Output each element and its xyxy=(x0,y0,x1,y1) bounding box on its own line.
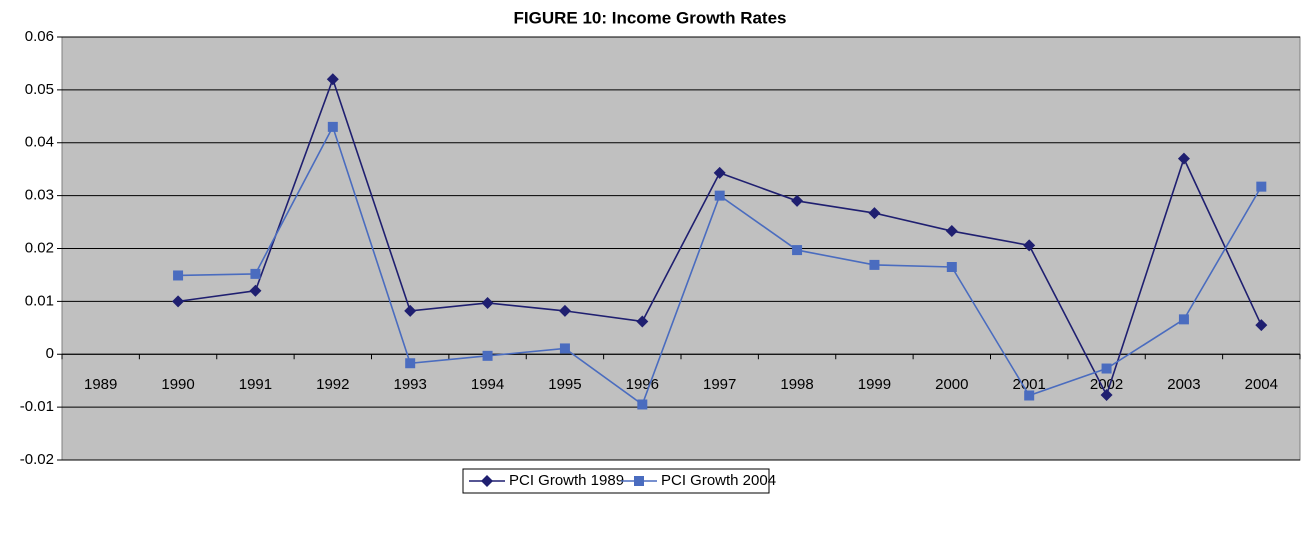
x-tick-label: 2004 xyxy=(1245,376,1278,393)
marker xyxy=(868,207,881,220)
marker xyxy=(1101,363,1112,374)
marker xyxy=(637,399,648,410)
x-tick-label: 1994 xyxy=(471,376,504,393)
x-tick-label: 1997 xyxy=(703,376,736,393)
marker xyxy=(945,225,958,238)
x-tick-label: 2003 xyxy=(1167,376,1200,393)
marker xyxy=(1023,239,1036,252)
marker xyxy=(791,194,804,207)
legend xyxy=(462,468,770,494)
marker xyxy=(1255,319,1268,332)
y-tick-label: -0.01 xyxy=(20,398,54,415)
y-tick-label: 0.05 xyxy=(25,81,54,98)
y-tick-label: 0.02 xyxy=(25,239,54,256)
x-tick-label: 1991 xyxy=(239,376,272,393)
marker xyxy=(636,315,649,328)
x-tick-label: 1992 xyxy=(316,376,349,393)
marker xyxy=(946,262,957,273)
x-tick-label: 1993 xyxy=(394,376,427,393)
marker xyxy=(405,358,416,369)
legend-label: PCI Growth 1989 xyxy=(509,472,624,489)
marker xyxy=(481,296,494,309)
marker xyxy=(327,121,338,132)
marker xyxy=(558,304,571,317)
marker xyxy=(713,166,726,179)
marker xyxy=(1256,181,1267,192)
y-tick-label: 0.03 xyxy=(25,187,54,204)
marker xyxy=(482,350,493,361)
marker xyxy=(1177,152,1190,165)
x-tick-label: 2000 xyxy=(935,376,968,393)
marker xyxy=(869,259,880,270)
marker xyxy=(249,284,262,297)
x-tick-label: 1999 xyxy=(858,376,891,393)
marker xyxy=(173,270,184,281)
y-tick-label: 0 xyxy=(46,345,54,362)
marker xyxy=(714,190,725,201)
legend-label: PCI Growth 2004 xyxy=(661,472,776,489)
marker xyxy=(1024,390,1035,401)
legend-marker xyxy=(634,476,644,486)
marker xyxy=(1178,314,1189,325)
x-tick-label: 1995 xyxy=(548,376,581,393)
marker xyxy=(792,245,803,256)
x-tick-label: 1989 xyxy=(84,376,117,393)
marker xyxy=(172,295,185,308)
marker xyxy=(1100,388,1113,401)
y-tick-label: 0.04 xyxy=(25,134,54,151)
marker xyxy=(404,304,417,317)
x-tick-label: 1996 xyxy=(626,376,659,393)
chart-title: FIGURE 10: Income Growth Rates xyxy=(514,8,787,27)
x-tick-label: 1998 xyxy=(780,376,813,393)
marker xyxy=(250,268,261,279)
y-tick-label: 0.06 xyxy=(25,28,54,45)
marker xyxy=(559,343,570,354)
legend-marker xyxy=(481,475,493,487)
marker xyxy=(326,73,339,86)
y-tick-label: 0.01 xyxy=(25,292,54,309)
y-tick-label: -0.02 xyxy=(20,451,54,468)
x-tick-label: 1990 xyxy=(161,376,194,393)
